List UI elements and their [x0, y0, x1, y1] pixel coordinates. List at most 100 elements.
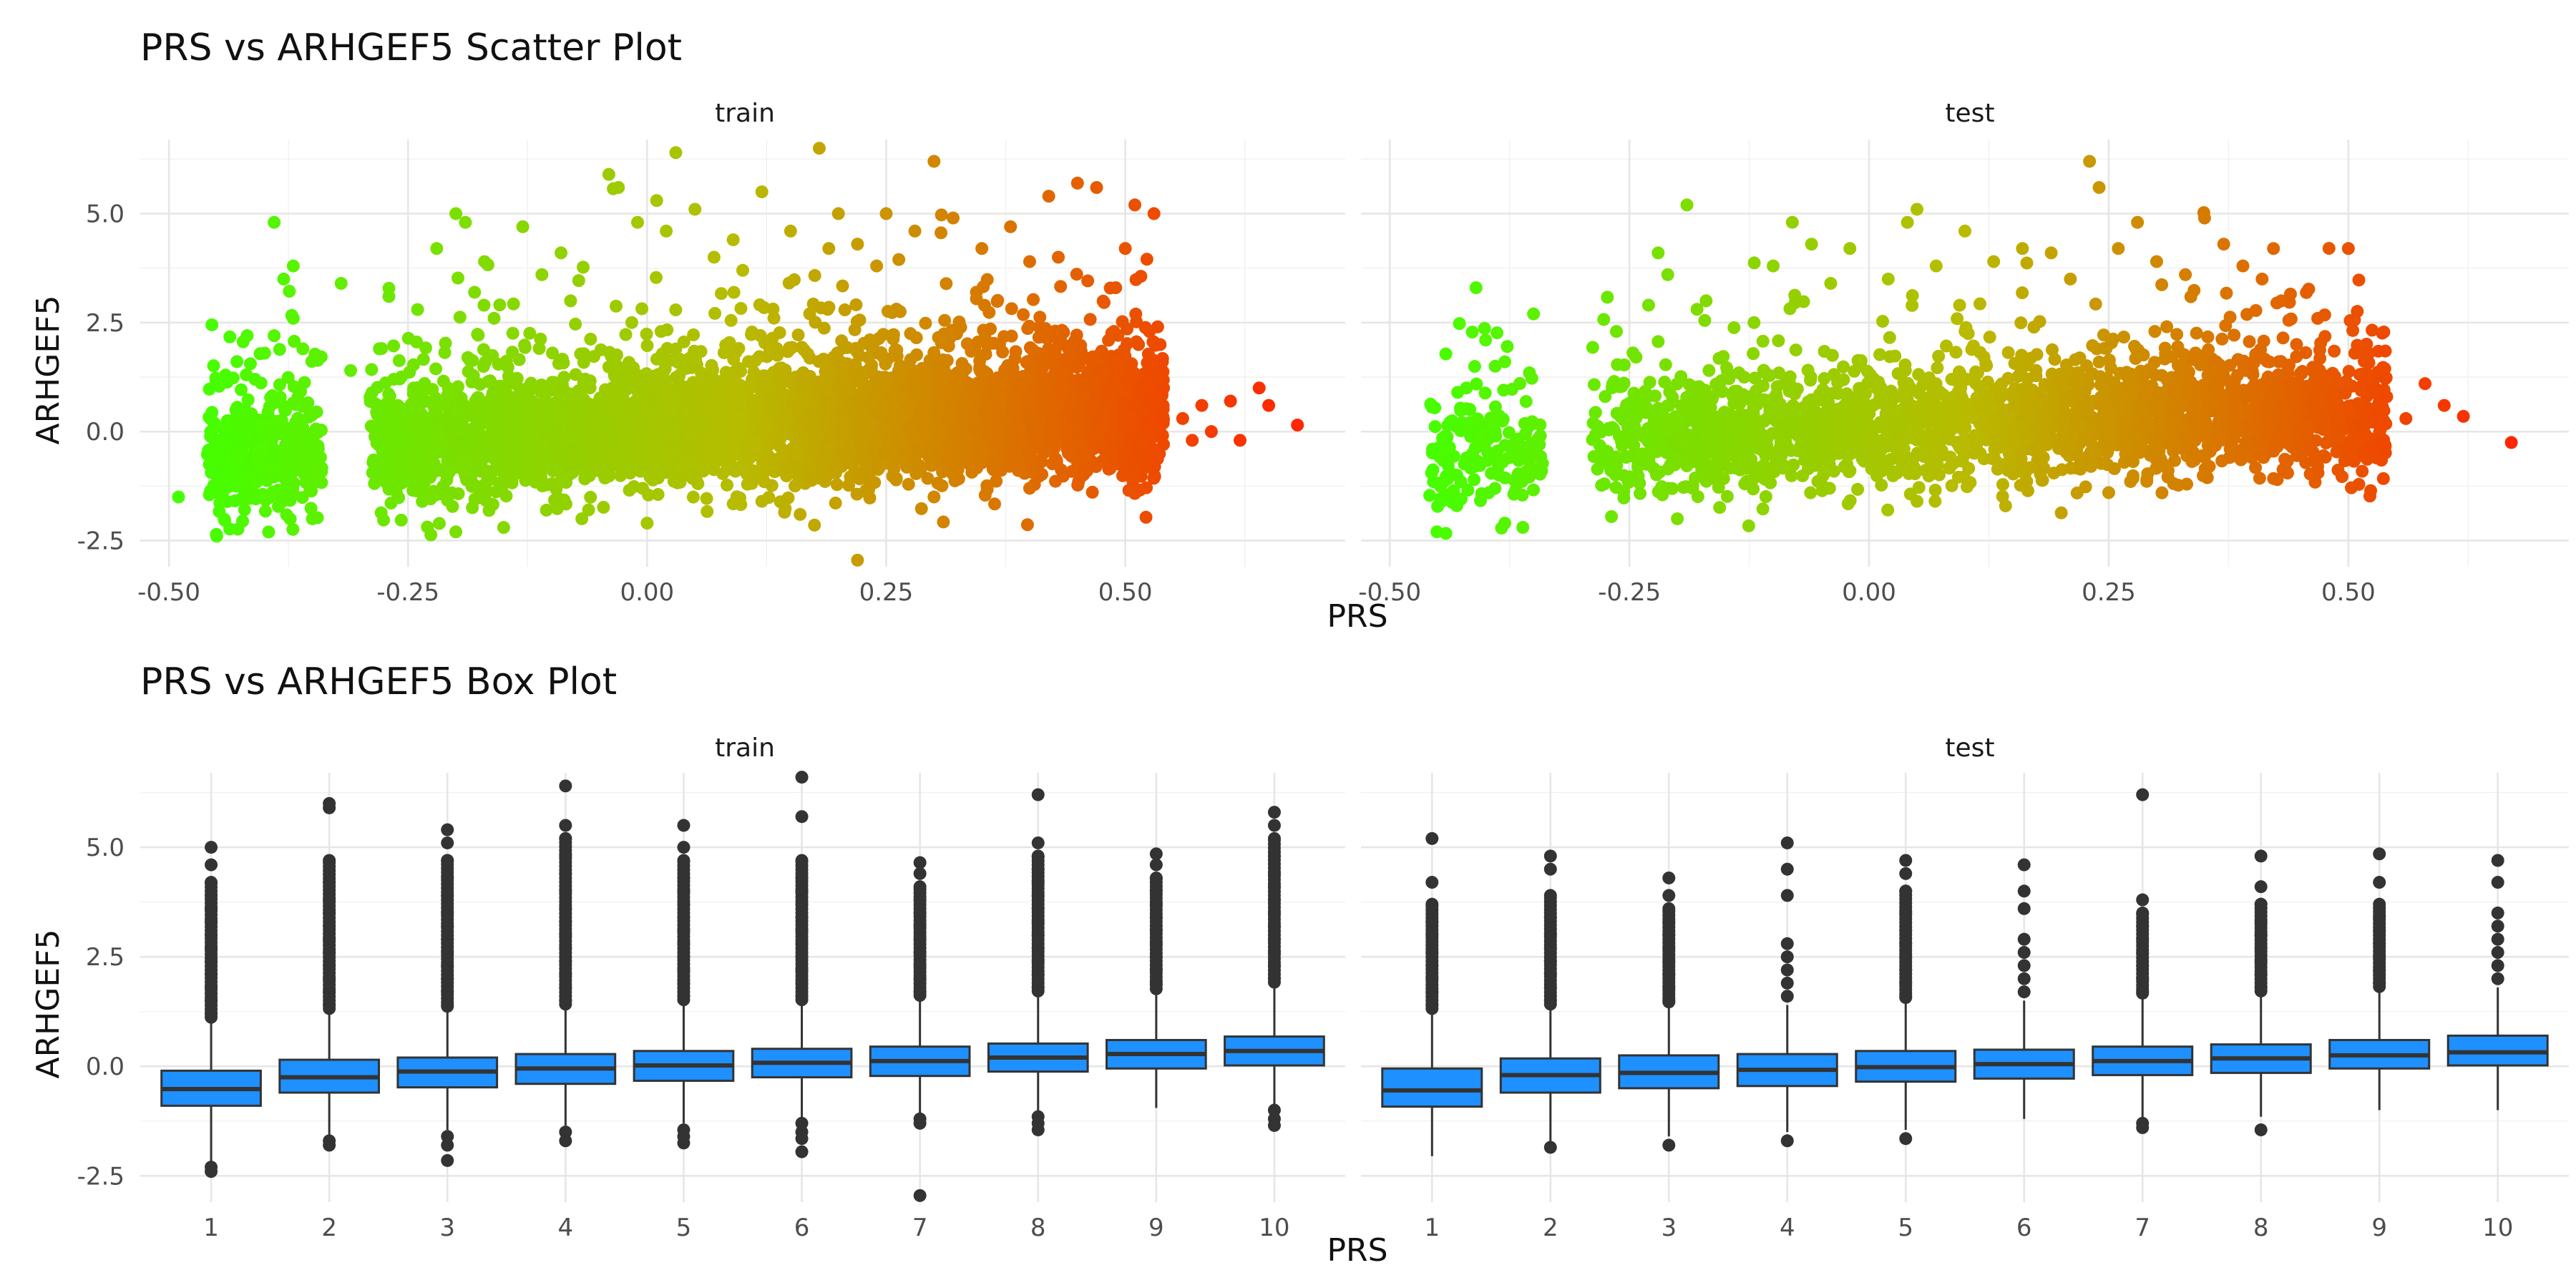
cloud-point	[429, 362, 442, 376]
cloud-point	[971, 335, 985, 348]
cloud-point	[640, 327, 653, 341]
y-tick-label: 0.0	[86, 418, 125, 447]
cloud-point	[493, 298, 507, 312]
cloud-point	[471, 328, 484, 341]
cloud-point	[632, 458, 645, 472]
cloud-point	[569, 317, 582, 331]
cloud-point	[1054, 280, 1068, 293]
cloud-point	[729, 388, 743, 401]
cloud-point	[547, 493, 561, 507]
cloud-point	[933, 366, 947, 380]
cloud-point	[830, 478, 844, 492]
cloud-point	[938, 313, 952, 327]
cloud-point	[781, 345, 794, 358]
cloud-point	[864, 340, 878, 353]
cloud-point	[957, 395, 970, 409]
cloud-point	[374, 506, 388, 519]
cloud-point	[1070, 268, 1083, 281]
cloud-point	[935, 208, 948, 222]
cloud-point	[371, 438, 385, 452]
cloud-point	[280, 508, 293, 522]
cloud-point	[380, 461, 394, 474]
cloud-point	[977, 298, 991, 312]
cloud-point	[1151, 320, 1164, 333]
cloud-point	[1148, 469, 1161, 483]
cloud-point	[463, 353, 477, 367]
cloud-point	[647, 467, 660, 480]
cloud-point	[910, 443, 924, 457]
cloud-point	[766, 459, 779, 473]
cloud-point	[453, 311, 467, 324]
cloud-point	[392, 353, 406, 367]
cloud-point	[236, 514, 250, 528]
cloud-point	[533, 382, 547, 396]
cloud-point	[583, 454, 597, 468]
cloud-point	[765, 479, 779, 492]
cloud-point	[387, 339, 401, 353]
cloud-point	[987, 497, 1001, 511]
cloud-point	[1049, 453, 1063, 467]
cloud-point	[238, 487, 251, 500]
cloud-point	[716, 467, 730, 480]
cloud-point	[776, 413, 790, 426]
cloud-point	[701, 504, 714, 518]
cloud-point	[238, 413, 251, 426]
scatter-strip-test: test	[1945, 99, 1994, 128]
cloud-point	[654, 325, 668, 338]
cloud-point	[608, 369, 621, 382]
cloud-point	[921, 472, 935, 485]
cloud-point	[394, 513, 408, 527]
cloud-point	[468, 286, 482, 299]
cloud-point	[303, 445, 316, 459]
cloud-point	[266, 485, 280, 499]
cloud-point	[205, 318, 219, 331]
cloud-point	[1149, 338, 1163, 352]
cloud-point	[620, 458, 634, 472]
cloud-point	[693, 384, 706, 397]
cloud-point	[273, 343, 286, 356]
cloud-point	[686, 490, 700, 504]
cloud-point	[949, 467, 962, 480]
cloud-point	[881, 305, 894, 318]
y-tick-label: 2.5	[86, 309, 125, 338]
cloud-point	[743, 379, 756, 393]
cloud-point	[721, 478, 734, 492]
cloud-point	[492, 358, 505, 371]
x-tick-label: -0.25	[376, 578, 439, 607]
cloud-point	[533, 442, 547, 456]
cloud-point	[677, 335, 691, 348]
cloud-point	[416, 353, 430, 366]
cloud-point	[230, 355, 244, 369]
cloud-point	[778, 505, 791, 519]
cloud-point	[1035, 455, 1048, 469]
cloud-point	[365, 363, 379, 376]
cloud-point	[748, 354, 762, 368]
cloud-point	[444, 452, 458, 465]
cloud-point	[572, 274, 585, 288]
cloud-point	[584, 332, 597, 346]
cloud-point	[838, 303, 852, 317]
cloud-point	[954, 410, 967, 424]
cloud-point	[273, 378, 286, 391]
cloud-point	[732, 341, 746, 355]
cloud-point	[660, 341, 674, 355]
scatter-panel-train: -0.50 -0.25 0.00 0.25 0.50-2.50.02.55.0	[77, 140, 1345, 607]
cloud-point	[305, 355, 318, 369]
cloud-point	[1033, 311, 1047, 324]
cloud-point	[383, 476, 396, 489]
cloud-point	[659, 374, 673, 387]
cloud-point	[909, 331, 923, 345]
cloud-point	[1027, 293, 1040, 306]
cloud-point	[431, 397, 445, 411]
cloud-point	[808, 518, 821, 532]
cloud-point	[1020, 518, 1034, 532]
cloud-point	[382, 387, 396, 401]
cloud-point	[1007, 396, 1020, 410]
cloud-point	[914, 502, 928, 515]
cloud-point	[829, 497, 842, 510]
cloud-point	[935, 479, 949, 492]
cloud-point	[555, 473, 568, 487]
cloud-point	[207, 359, 220, 373]
cloud-point	[633, 443, 647, 457]
